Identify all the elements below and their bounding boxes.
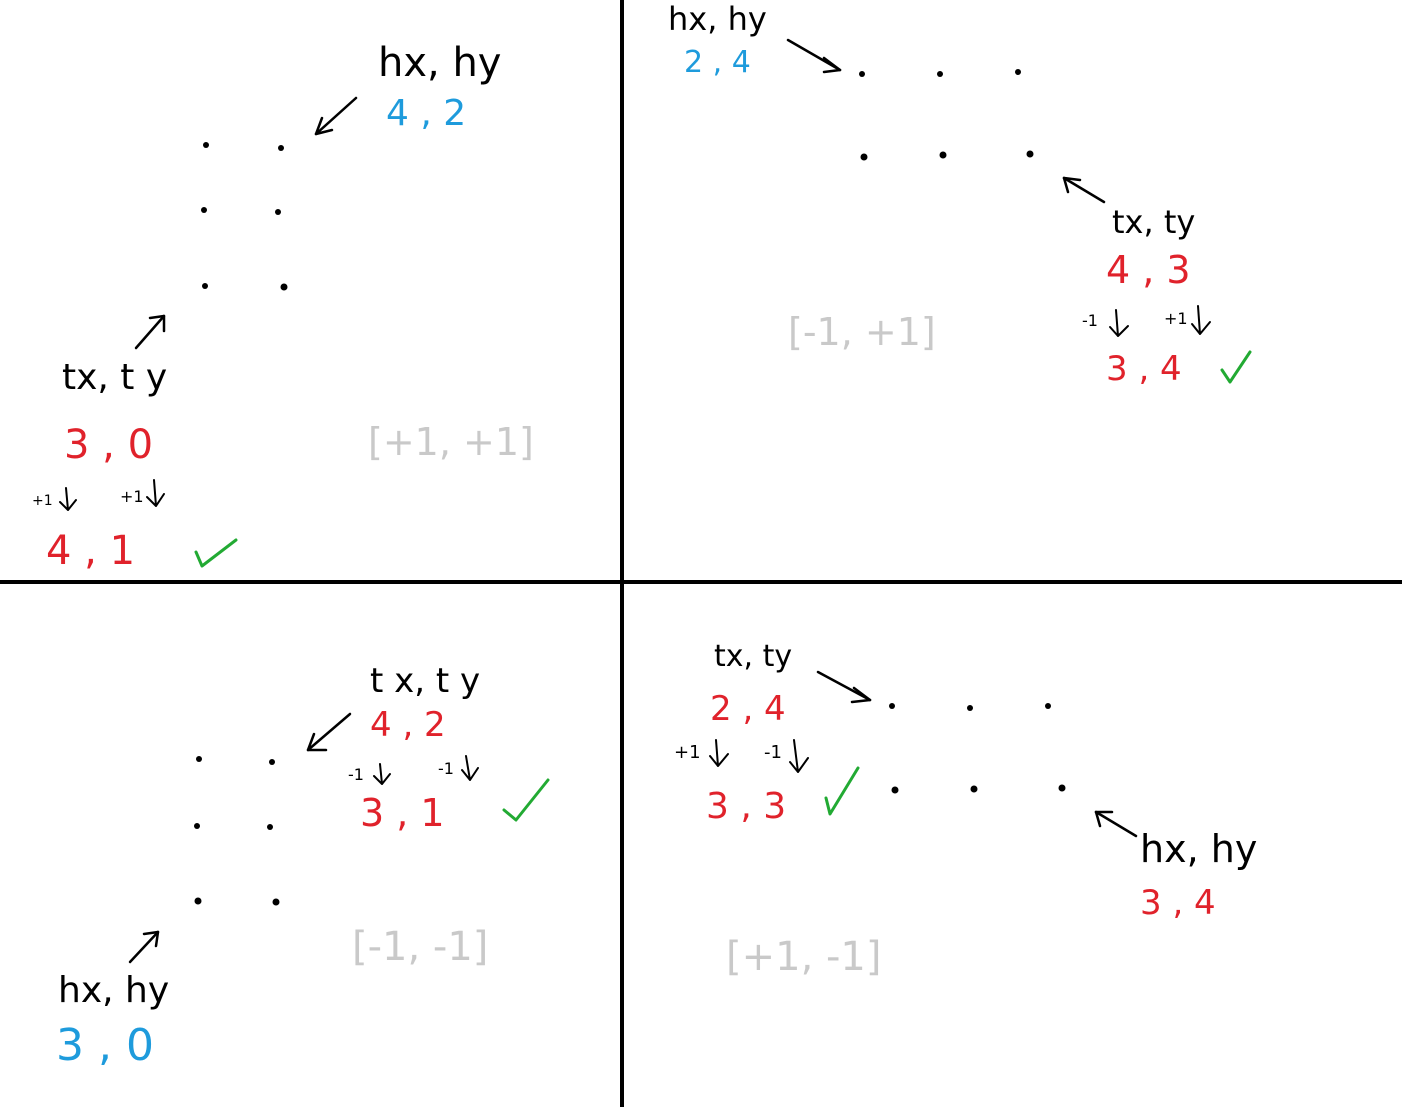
grid-dot — [194, 823, 200, 829]
head-label: hx, hy — [1140, 827, 1257, 871]
grid-dot — [891, 786, 899, 794]
direction-vector: [-1, -1] — [352, 924, 488, 970]
grid-dot — [970, 785, 978, 793]
step-x-label: -1 — [1082, 311, 1098, 330]
step-y-arrow — [461, 755, 479, 781]
grid-dot — [1026, 150, 1034, 158]
head-values: 2 , 4 — [684, 45, 751, 80]
direction-vector: [+1, +1] — [368, 420, 534, 464]
grid-dot — [194, 897, 202, 905]
head-values: 3 , 4 — [1140, 883, 1216, 923]
head-values: 3 , 0 — [56, 1020, 154, 1071]
check-icon — [1220, 350, 1252, 384]
grid-dots — [889, 703, 1066, 794]
grid-dot — [1045, 703, 1051, 709]
tail-label: tx, ty — [714, 639, 792, 674]
grid-dot — [859, 71, 865, 77]
step-y-arrow — [1191, 305, 1211, 335]
check-icon — [824, 766, 860, 816]
grid-dot — [278, 145, 284, 151]
quadrant-top-right: hx, hy 2 , 4 tx, ty 4 , 3 -1 +1 3 , 4 [-… — [668, 0, 1252, 389]
grid-dots — [194, 756, 280, 906]
step-x-arrow — [59, 487, 77, 511]
grid-dot — [269, 759, 275, 765]
head-values: 4 , 2 — [386, 93, 466, 134]
arrow-to-head — [314, 96, 358, 136]
tail-label: tx, ty — [1112, 203, 1195, 241]
arrow-to-head — [128, 930, 160, 964]
step-y-label: -1 — [764, 742, 782, 763]
grid-dot — [889, 703, 895, 709]
result-values: 3 , 4 — [1106, 349, 1182, 389]
quadrant-bottom-left: t x, t y 4 , 2 -1 -1 3 , 1 hx, hy 3 , 0 … — [56, 661, 550, 1071]
tail-label: tx, t y — [62, 357, 167, 398]
result-values: 3 , 1 — [360, 791, 445, 835]
tail-values: 4 , 3 — [1106, 248, 1191, 292]
step-y-label: -1 — [438, 759, 454, 778]
result-values: 3 , 3 — [706, 786, 786, 827]
grid-dot — [280, 283, 288, 291]
grid-dots — [859, 69, 1034, 161]
tail-values: 3 , 0 — [64, 422, 153, 468]
step-x-label: +1 — [674, 742, 701, 763]
head-label: hx, hy — [58, 970, 169, 1011]
step-y-arrow — [146, 479, 165, 507]
grid-dot — [272, 898, 280, 906]
arrow-to-tail — [306, 712, 352, 752]
step-x-arrow — [1109, 309, 1129, 337]
tail-label: t x, t y — [370, 661, 480, 701]
step-x-arrow — [709, 739, 729, 767]
step-y-label: +1 — [1164, 309, 1188, 328]
grid-dot — [196, 756, 202, 762]
head-label: hx, hy — [668, 0, 767, 38]
tail-values: 4 , 2 — [370, 705, 446, 745]
grid-dot — [937, 71, 943, 77]
grid-dot — [201, 207, 207, 213]
arrow-to-head — [1094, 810, 1138, 838]
grid-dot — [860, 153, 868, 161]
arrow-to-head — [786, 38, 842, 74]
step-y-label: +1 — [120, 487, 144, 506]
grid-dot — [967, 705, 973, 711]
step-x-label: +1 — [32, 493, 53, 509]
direction-vector: [+1, -1] — [726, 934, 882, 980]
quadrant-top-left: hx, hy 4 , 2 tx, t y 3 , 0 +1 +1 4 , 1 [… — [32, 40, 534, 574]
check-icon — [194, 538, 238, 568]
check-icon — [502, 778, 550, 822]
grid-dot — [939, 151, 947, 159]
grid-dot — [202, 283, 208, 289]
tail-values: 2 , 4 — [710, 689, 786, 729]
step-x-label: -1 — [348, 765, 364, 784]
grid-dot — [1015, 69, 1021, 75]
step-x-arrow — [373, 763, 391, 785]
arrow-to-tail — [134, 314, 166, 350]
grid-dot — [275, 209, 281, 215]
quadrant-bottom-right: tx, ty 2 , 4 +1 -1 3 , 3 hx, hy 3 , 4 [+… — [674, 639, 1257, 980]
head-label: hx, hy — [378, 40, 501, 86]
arrow-to-tail — [1062, 176, 1106, 204]
grid-dot — [267, 824, 273, 830]
grid-dots — [201, 142, 288, 291]
direction-vector: [-1, +1] — [788, 310, 936, 354]
grid-dot — [1058, 784, 1066, 792]
result-values: 4 , 1 — [46, 528, 135, 574]
arrow-to-tail — [816, 670, 872, 704]
step-y-arrow — [789, 739, 809, 773]
grid-dot — [203, 142, 209, 148]
